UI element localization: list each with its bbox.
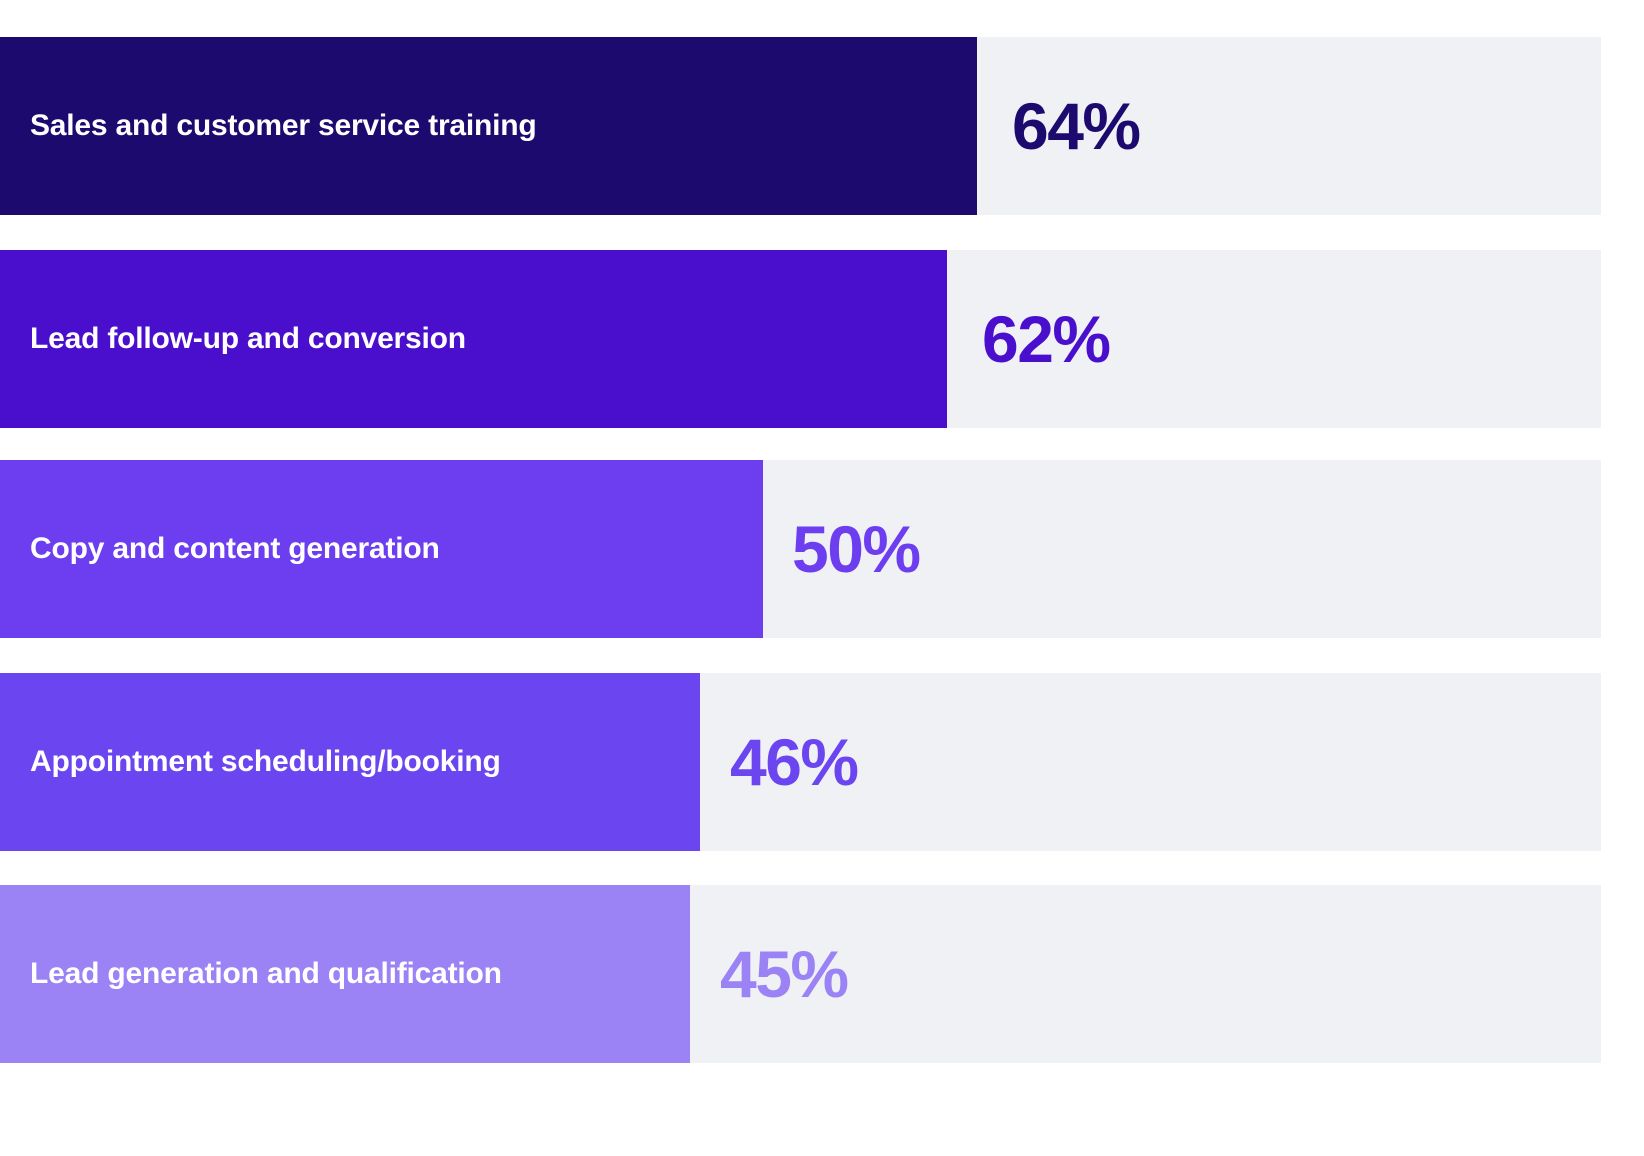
bar-value-label: 62% [982,302,1111,376]
bar-value-label: 45% [720,937,849,1011]
bar-category-label: Lead follow-up and conversion [30,322,466,355]
bar-category-label: Copy and content generation [30,532,440,565]
bar-category-label: Lead generation and qualification [30,957,502,990]
bar-row: Sales and customer service training 64% [0,37,1601,215]
bar-row: Copy and content generation 50% [0,460,1601,638]
bar-value-label: 46% [730,725,859,799]
bar-fill [0,250,947,428]
bar-value-label: 50% [792,512,921,586]
bar-row: Lead generation and qualification 45% [0,885,1601,1063]
bar-category-label: Sales and customer service training [30,109,537,142]
bar-fill [0,673,700,851]
bar-fill [0,460,763,638]
bar-category-label: Appointment scheduling/booking [30,745,501,778]
bar-row: Lead follow-up and conversion 62% [0,250,1601,428]
bar-fill [0,37,977,215]
bar-fill [0,885,690,1063]
bar-value-label: 64% [1012,89,1141,163]
bar-row: Appointment scheduling/booking 46% [0,673,1601,851]
